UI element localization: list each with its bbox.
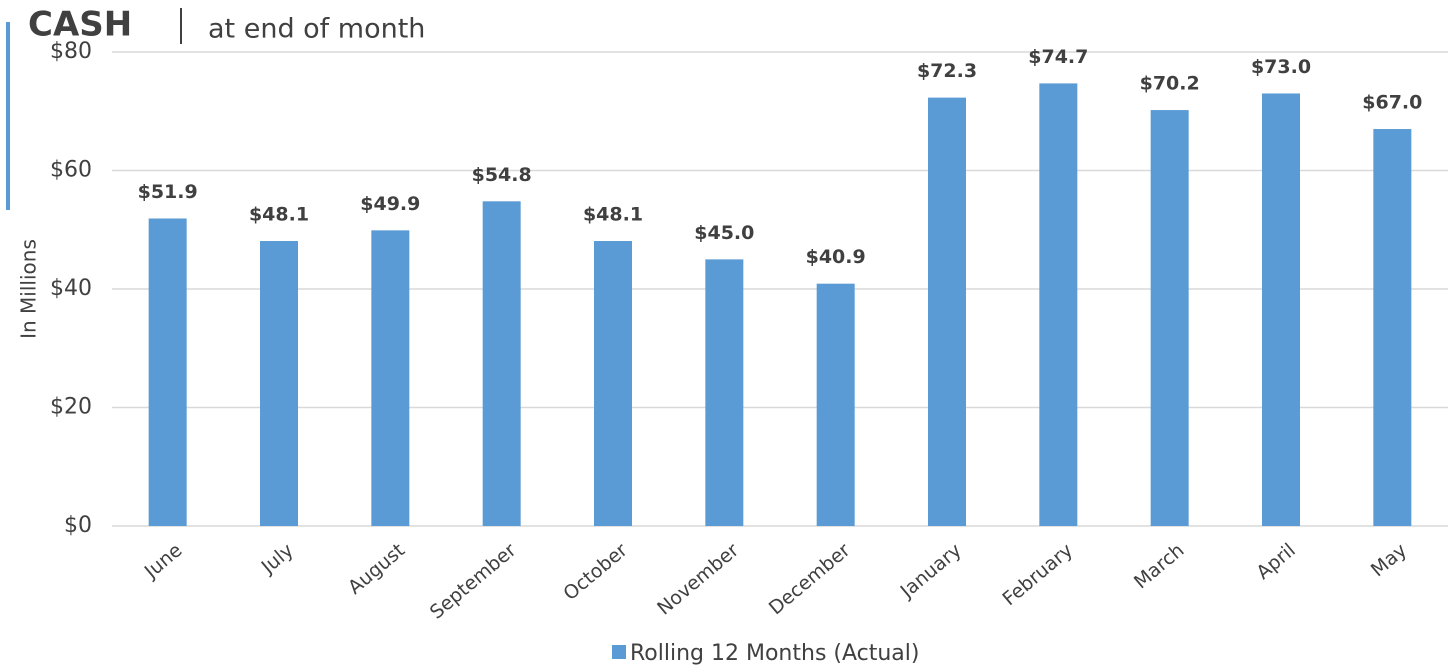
bar <box>705 259 744 526</box>
value-label: $51.9 <box>138 181 198 203</box>
x-tick-label: February <box>998 539 1077 610</box>
y-tick-label: $0 <box>64 513 92 538</box>
bar <box>1262 93 1300 526</box>
value-label: $54.8 <box>472 164 532 186</box>
chart-title: CASH <box>28 5 132 45</box>
value-label: $45.0 <box>694 222 754 244</box>
value-label: $48.1 <box>583 204 643 226</box>
bar <box>371 230 410 526</box>
bar <box>482 201 521 526</box>
x-tick-label: March <box>1130 539 1189 593</box>
value-label: $49.9 <box>360 193 420 215</box>
value-label: $40.9 <box>806 246 866 268</box>
accent-bar <box>6 22 10 210</box>
y-tick-label: $40 <box>50 276 92 301</box>
x-tick-label: December <box>765 539 855 619</box>
x-tick-label: November <box>653 539 743 620</box>
value-label: $74.7 <box>1028 46 1088 68</box>
legend-label: Rolling 12 Months (Actual) <box>630 641 919 666</box>
x-tick-label: September <box>426 539 521 623</box>
bar <box>1039 83 1078 526</box>
x-tick-label: May <box>1367 539 1411 581</box>
bar <box>148 218 187 526</box>
value-label: $48.1 <box>249 204 309 226</box>
bar <box>816 283 855 526</box>
value-label: $73.0 <box>1251 56 1311 78</box>
bar <box>260 241 298 526</box>
y-axis-label: In Millions <box>17 239 41 339</box>
bar <box>928 97 966 526</box>
x-tick-label: April <box>1252 539 1299 584</box>
bar <box>1373 129 1412 526</box>
x-tick-label: January <box>896 539 966 603</box>
value-label: $70.2 <box>1140 73 1200 95</box>
x-tick-label: July <box>257 539 298 578</box>
chart-subtitle: at end of month <box>208 14 425 45</box>
y-tick-label: $20 <box>50 395 92 420</box>
x-tick-label: August <box>344 539 409 599</box>
bar <box>594 241 632 526</box>
value-label: $67.0 <box>1362 92 1422 114</box>
bar <box>1150 110 1189 526</box>
y-tick-label: $80 <box>50 39 92 64</box>
x-tick-label: October <box>559 539 632 605</box>
y-tick-label: $60 <box>50 158 92 183</box>
legend-swatch <box>612 645 626 659</box>
value-label: $72.3 <box>917 60 977 82</box>
x-tick-label: June <box>140 539 187 583</box>
